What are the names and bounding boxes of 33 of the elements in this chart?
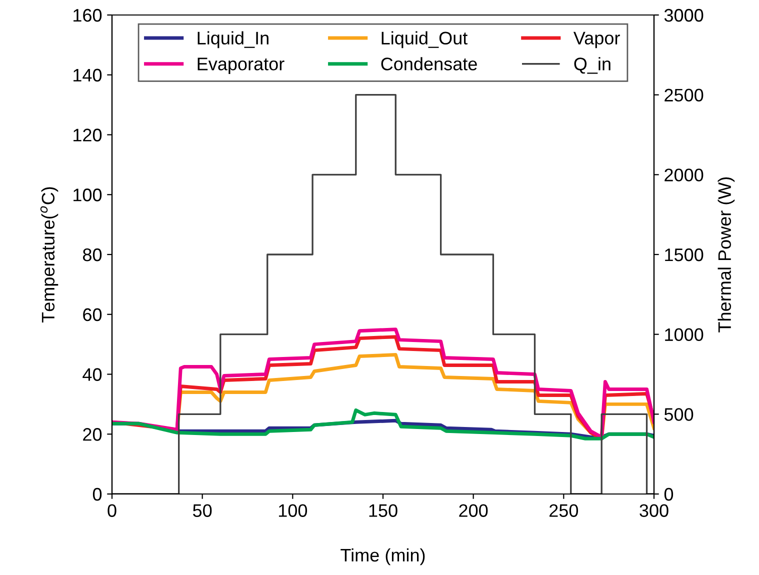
- x-tick-label: 150: [369, 504, 398, 517]
- y-tick-label: 140: [74, 68, 102, 82]
- x-tick-label: 100: [278, 504, 308, 517]
- legend-label: Vapor: [573, 32, 620, 48]
- x-tick-label: 200: [459, 504, 488, 517]
- y-axis-title: Temperature($^{o}$C): [40, 187, 58, 323]
- legend-label: Q_in: [574, 57, 610, 74]
- y-tick-label: 160: [74, 8, 102, 22]
- y2-tick-label: 2000: [664, 168, 704, 182]
- x-tick-label: 300: [640, 504, 668, 517]
- y2-tick-label: 1500: [665, 248, 704, 262]
- y2-tick-label: 500: [664, 408, 694, 421]
- line-series: [112, 408, 654, 440]
- y-tick-label: 120: [74, 128, 102, 142]
- y-tick-label: 100: [74, 188, 102, 202]
- y2-tick-label: 1000: [665, 328, 704, 342]
- legend-label: Condensate: [381, 57, 477, 70]
- y-tick-label: 60: [83, 308, 102, 322]
- legend-label: Liquid_Out: [382, 31, 468, 48]
- x-axis-title: Time (min): [340, 548, 425, 566]
- x-tick-label: 250: [550, 504, 578, 517]
- y-tick-label: 80: [82, 248, 102, 262]
- y2-tick-label: 3000: [664, 8, 704, 22]
- y2-tick-label: 0: [664, 488, 674, 501]
- legend-label: Evaporator: [198, 58, 284, 74]
- y2-tick-label: 2500: [664, 88, 704, 102]
- legend-label: Liquid_In: [198, 31, 268, 48]
- x-tick-label: 0: [108, 504, 116, 517]
- y2-axis-title: Thermal Power (W): [718, 177, 735, 332]
- x-tick-label: 50: [193, 504, 212, 517]
- y-tick-label: 40: [82, 368, 102, 381]
- y-tick-label: 20: [83, 428, 102, 441]
- y-tick-label: 0: [92, 488, 102, 501]
